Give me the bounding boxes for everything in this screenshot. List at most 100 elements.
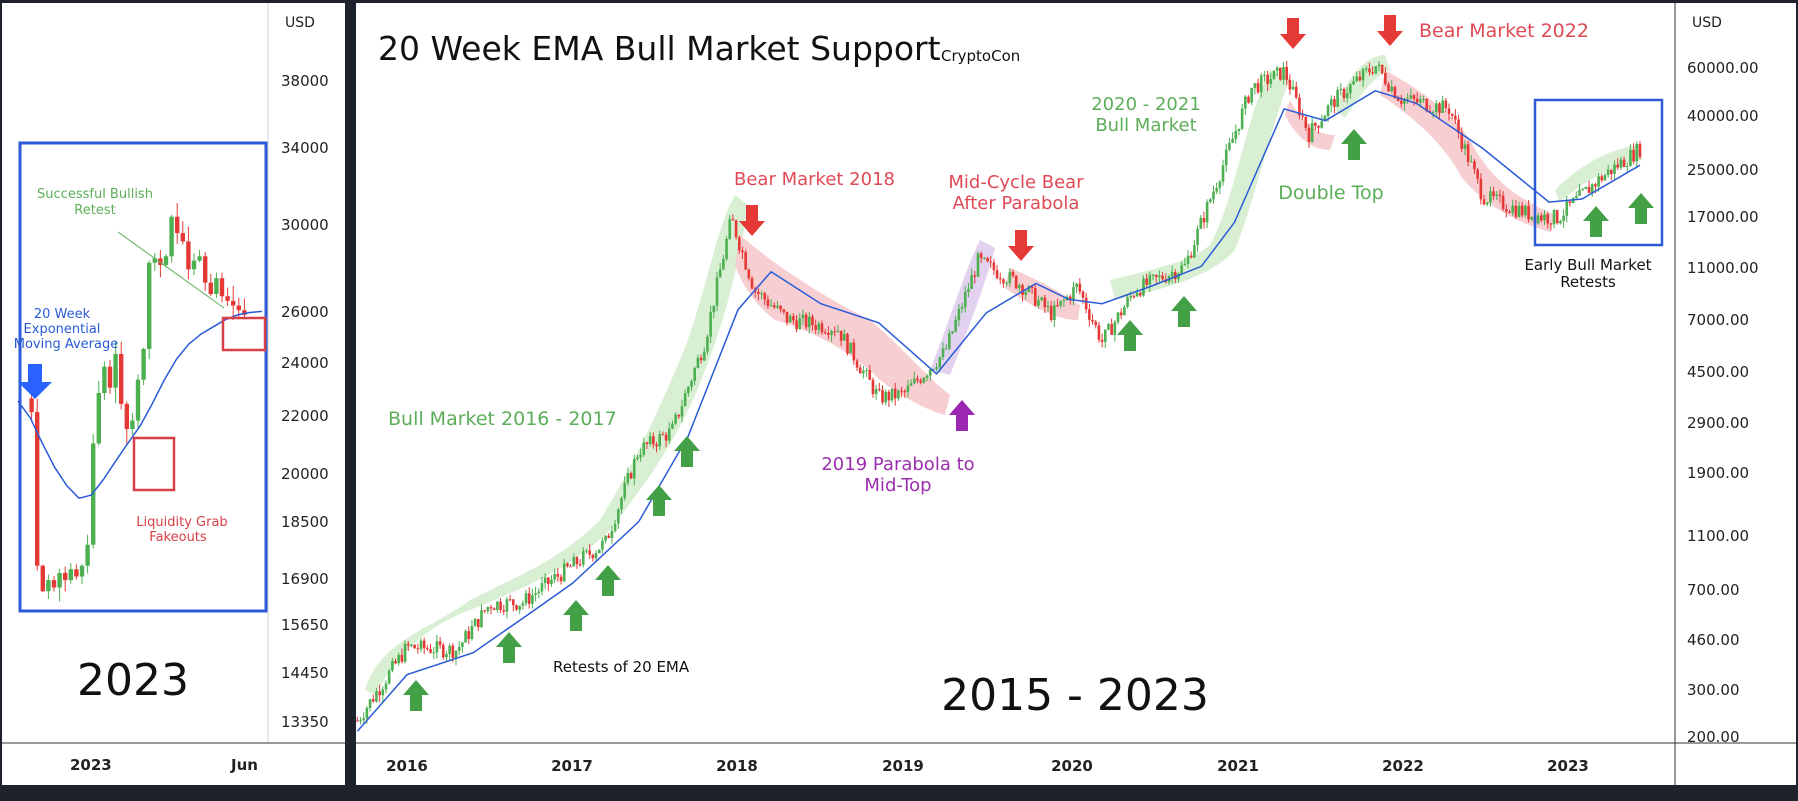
- candle-body: [1202, 217, 1206, 223]
- candle-body: [862, 370, 865, 374]
- candle-body: [1479, 178, 1483, 200]
- ann-liquidity-grab: Liquidity Grab: [136, 515, 227, 530]
- ann-retests-20ema: Retests of 20 EMA: [553, 658, 690, 676]
- candle-body: [175, 216, 180, 234]
- candle-body: [827, 332, 830, 335]
- candle-body: [384, 683, 388, 690]
- candle-body: [1380, 64, 1384, 73]
- candle-body: [556, 574, 560, 577]
- candle-body: [378, 691, 381, 696]
- candle-body: [416, 648, 420, 650]
- candle-body: [451, 645, 455, 659]
- candle-body: [1021, 285, 1024, 295]
- candle-body: [119, 353, 124, 404]
- candle-body: [658, 434, 662, 447]
- candle-body: [998, 278, 1002, 280]
- candle-body: [897, 390, 900, 399]
- candle-body: [130, 420, 135, 429]
- candle-body: [371, 699, 375, 702]
- ann-20wk-ema: Moving Average: [14, 337, 118, 352]
- candle-body: [776, 305, 779, 308]
- candle-body: [1126, 297, 1129, 307]
- candle-body: [607, 535, 611, 539]
- candle-body: [871, 379, 875, 395]
- candle-body: [1005, 283, 1008, 285]
- candle-body: [604, 535, 607, 541]
- candle-body: [814, 325, 817, 330]
- candle-body: [1323, 116, 1327, 122]
- candle-body: [413, 644, 416, 649]
- ann-20wk-ema: Exponential: [24, 322, 101, 337]
- arrow-up-green-icon: [496, 632, 522, 663]
- candle-body: [1457, 119, 1460, 133]
- candle-body: [508, 599, 512, 601]
- candle-body: [476, 619, 480, 628]
- candle-body: [1279, 67, 1282, 80]
- candle-body: [973, 275, 977, 277]
- main-y-tick: 1100.00: [1687, 527, 1749, 545]
- candle-body: [461, 642, 464, 648]
- arrow-up-purple-icon: [949, 400, 975, 431]
- candle-body: [152, 258, 157, 263]
- candle-body: [919, 380, 922, 383]
- candle-body: [1170, 272, 1174, 277]
- candle-body: [1094, 321, 1098, 326]
- candle-body: [1244, 96, 1247, 109]
- candle-body: [636, 457, 639, 459]
- candle-body: [715, 277, 719, 306]
- candle-body: [699, 357, 703, 361]
- candle-body: [858, 367, 862, 374]
- ann-bear-2018: Bear Market 2018: [734, 169, 895, 190]
- candle-body: [1081, 291, 1085, 298]
- candle-body: [944, 348, 948, 350]
- arrow-down-red-icon: [1008, 230, 1034, 261]
- candle-body: [1517, 205, 1521, 217]
- candle-body: [141, 348, 146, 380]
- arrow-up-green-icon: [403, 680, 429, 711]
- candle-body: [613, 523, 617, 531]
- candle-body: [881, 389, 884, 403]
- main-y-tick: 1900.00: [1687, 464, 1749, 482]
- candle-body: [394, 661, 397, 664]
- candle-body: [1011, 271, 1015, 276]
- ann-bull-2016-2017: Bull Market 2016 - 2017: [388, 408, 617, 430]
- candle-body: [1384, 72, 1387, 85]
- candle-body: [1466, 144, 1470, 162]
- candle-body: [903, 391, 907, 393]
- candle-body: [403, 643, 407, 662]
- candle-body: [1619, 159, 1623, 168]
- candle-body: [365, 707, 369, 719]
- left-2023-box: [18, 141, 268, 613]
- main-y-tick: 11000.00: [1687, 259, 1759, 277]
- main-ema-line: [356, 89, 1641, 732]
- band-bull-2020-2021: [1110, 70, 1290, 300]
- candle-body: [1412, 95, 1416, 99]
- candle-body: [1629, 149, 1632, 167]
- candle-body: [839, 330, 843, 341]
- candle-body: [916, 378, 919, 381]
- candle-body: [1231, 138, 1234, 143]
- candle-body: [186, 241, 191, 270]
- candle-body: [890, 388, 894, 401]
- candle-body: [1084, 297, 1088, 310]
- candle-body: [1434, 103, 1438, 112]
- arrows: [403, 15, 1654, 711]
- candle-body: [1024, 291, 1028, 295]
- candle-body: [1285, 66, 1288, 80]
- candle-body: [865, 370, 868, 372]
- candle-body: [664, 434, 668, 441]
- candle-body: [1562, 215, 1565, 221]
- candle-body: [1501, 195, 1505, 210]
- main-x-tick: 2021: [1217, 757, 1259, 775]
- candle-body: [1263, 74, 1266, 76]
- candle-body: [722, 259, 725, 270]
- candle-body: [601, 540, 604, 550]
- candle-body: [445, 654, 448, 658]
- candle-body: [1552, 210, 1556, 225]
- candle-body: [1326, 105, 1330, 117]
- candle-body: [1196, 228, 1199, 245]
- candle-body: [197, 256, 202, 261]
- candle-body: [483, 610, 486, 612]
- candle-body: [938, 357, 942, 368]
